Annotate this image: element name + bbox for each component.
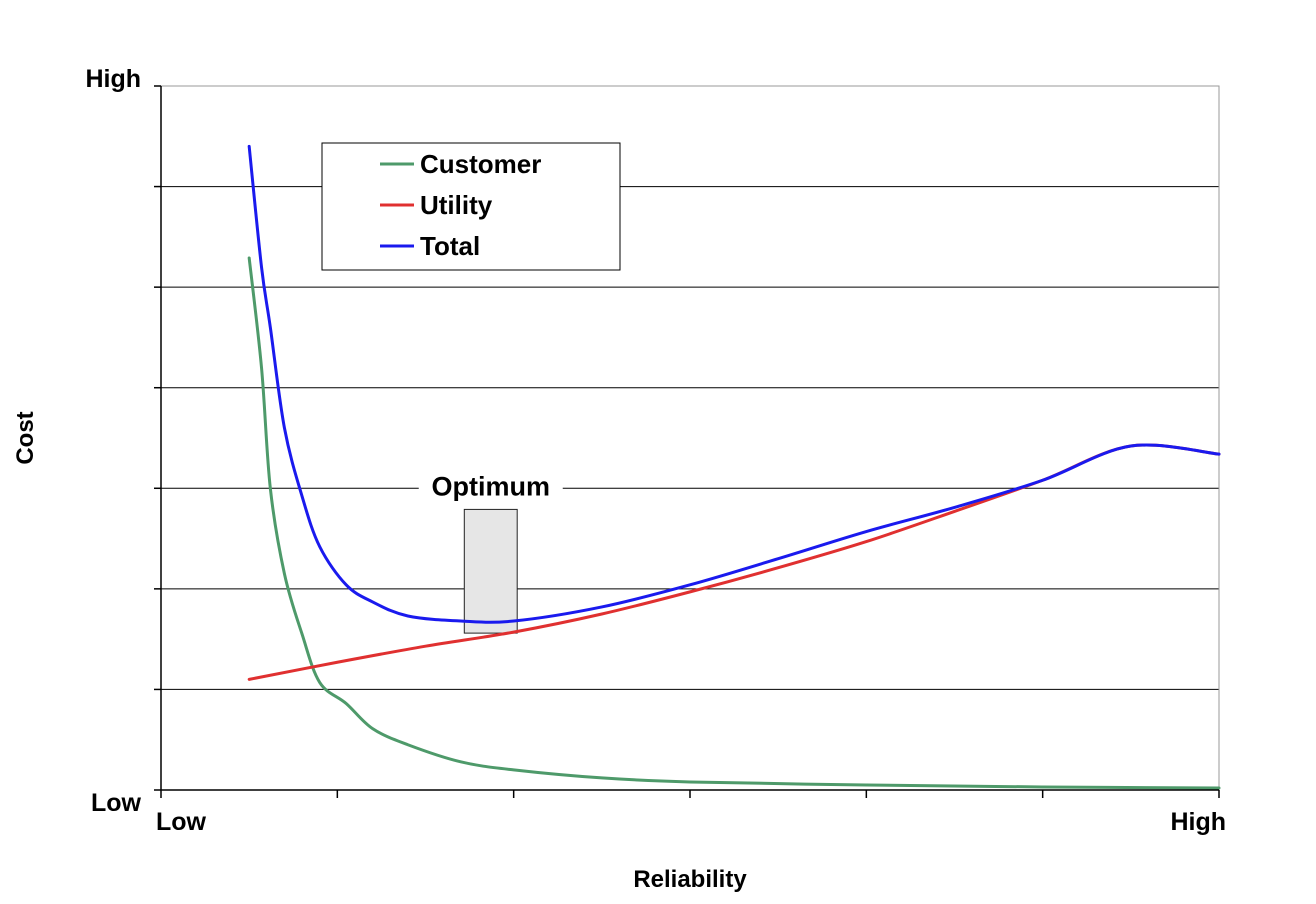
- x-axis-min-label: Low: [156, 808, 207, 836]
- y-axis-max-label: High: [85, 65, 141, 93]
- series-line-customer: [247, 256, 1221, 790]
- optimum-region: [463, 508, 518, 634]
- optimum-label: Optimum: [431, 471, 550, 501]
- axis-ticks: [154, 85, 1220, 798]
- legend-box: [321, 142, 621, 271]
- legend: Customer Utility Total: [321, 142, 621, 271]
- series-line-utility: [247, 443, 1221, 681]
- legend-label-customer: Customer: [420, 149, 541, 179]
- optimum-label-background: [418, 469, 563, 504]
- optimum-annotation: Optimum: [418, 469, 563, 634]
- y-axis-title: Cost: [12, 411, 39, 464]
- gridlines: [161, 186, 1219, 690]
- series-lines: [247, 144, 1221, 790]
- axes: [154, 85, 1220, 798]
- legend-label-utility: Utility: [420, 190, 493, 220]
- series-line-total: [247, 144, 1221, 624]
- legend-label-total: Total: [420, 231, 480, 261]
- y-axis-min-label: Low: [91, 789, 142, 817]
- x-axis-max-label: High: [1170, 808, 1226, 836]
- x-axis-title: Reliability: [633, 866, 747, 893]
